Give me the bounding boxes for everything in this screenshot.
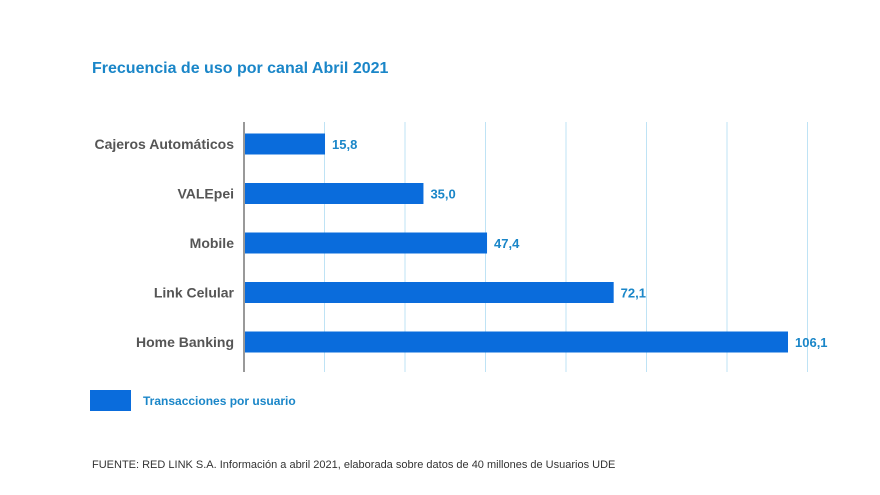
category-label: Home Banking xyxy=(136,334,234,350)
source-note: FUENTE: RED LINK S.A. Información a abri… xyxy=(92,459,616,471)
bar-0 xyxy=(245,133,326,155)
value-label: 35,0 xyxy=(430,187,455,202)
bars xyxy=(245,133,789,353)
legend-swatch xyxy=(90,390,131,411)
chart-title: Frecuencia de uso por canal Abril 2021 xyxy=(92,60,389,77)
category-label: Mobile xyxy=(190,235,235,251)
value-label: 106,1 xyxy=(795,335,828,350)
bar-4 xyxy=(245,331,789,353)
legend: Transacciones por usuario xyxy=(90,390,296,411)
category-label: Link Celular xyxy=(154,285,235,301)
labels: Cajeros Automáticos 15,8 VALEpei 35,0 Mobile… xyxy=(94,136,827,350)
bar-2 xyxy=(245,232,488,254)
value-label: 47,4 xyxy=(494,236,520,251)
value-label: 72,1 xyxy=(621,286,646,301)
legend-label: Transacciones por usuario xyxy=(143,393,296,408)
bar-3 xyxy=(245,282,614,303)
category-label: Cajeros Automáticos xyxy=(94,136,234,152)
bar-1 xyxy=(245,183,424,204)
category-label: VALEpei xyxy=(177,186,234,202)
value-label: 15,8 xyxy=(332,137,357,152)
